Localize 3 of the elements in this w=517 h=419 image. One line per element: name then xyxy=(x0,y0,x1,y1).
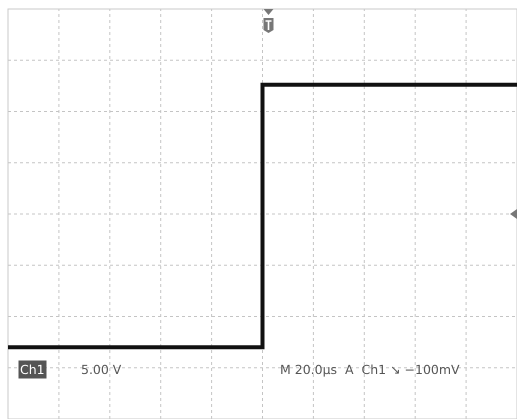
text: Ch1 xyxy=(20,362,45,377)
text: M 20.0µs A Ch1 ↘ −100mV xyxy=(280,362,460,377)
text: 5.00 V xyxy=(81,362,122,377)
